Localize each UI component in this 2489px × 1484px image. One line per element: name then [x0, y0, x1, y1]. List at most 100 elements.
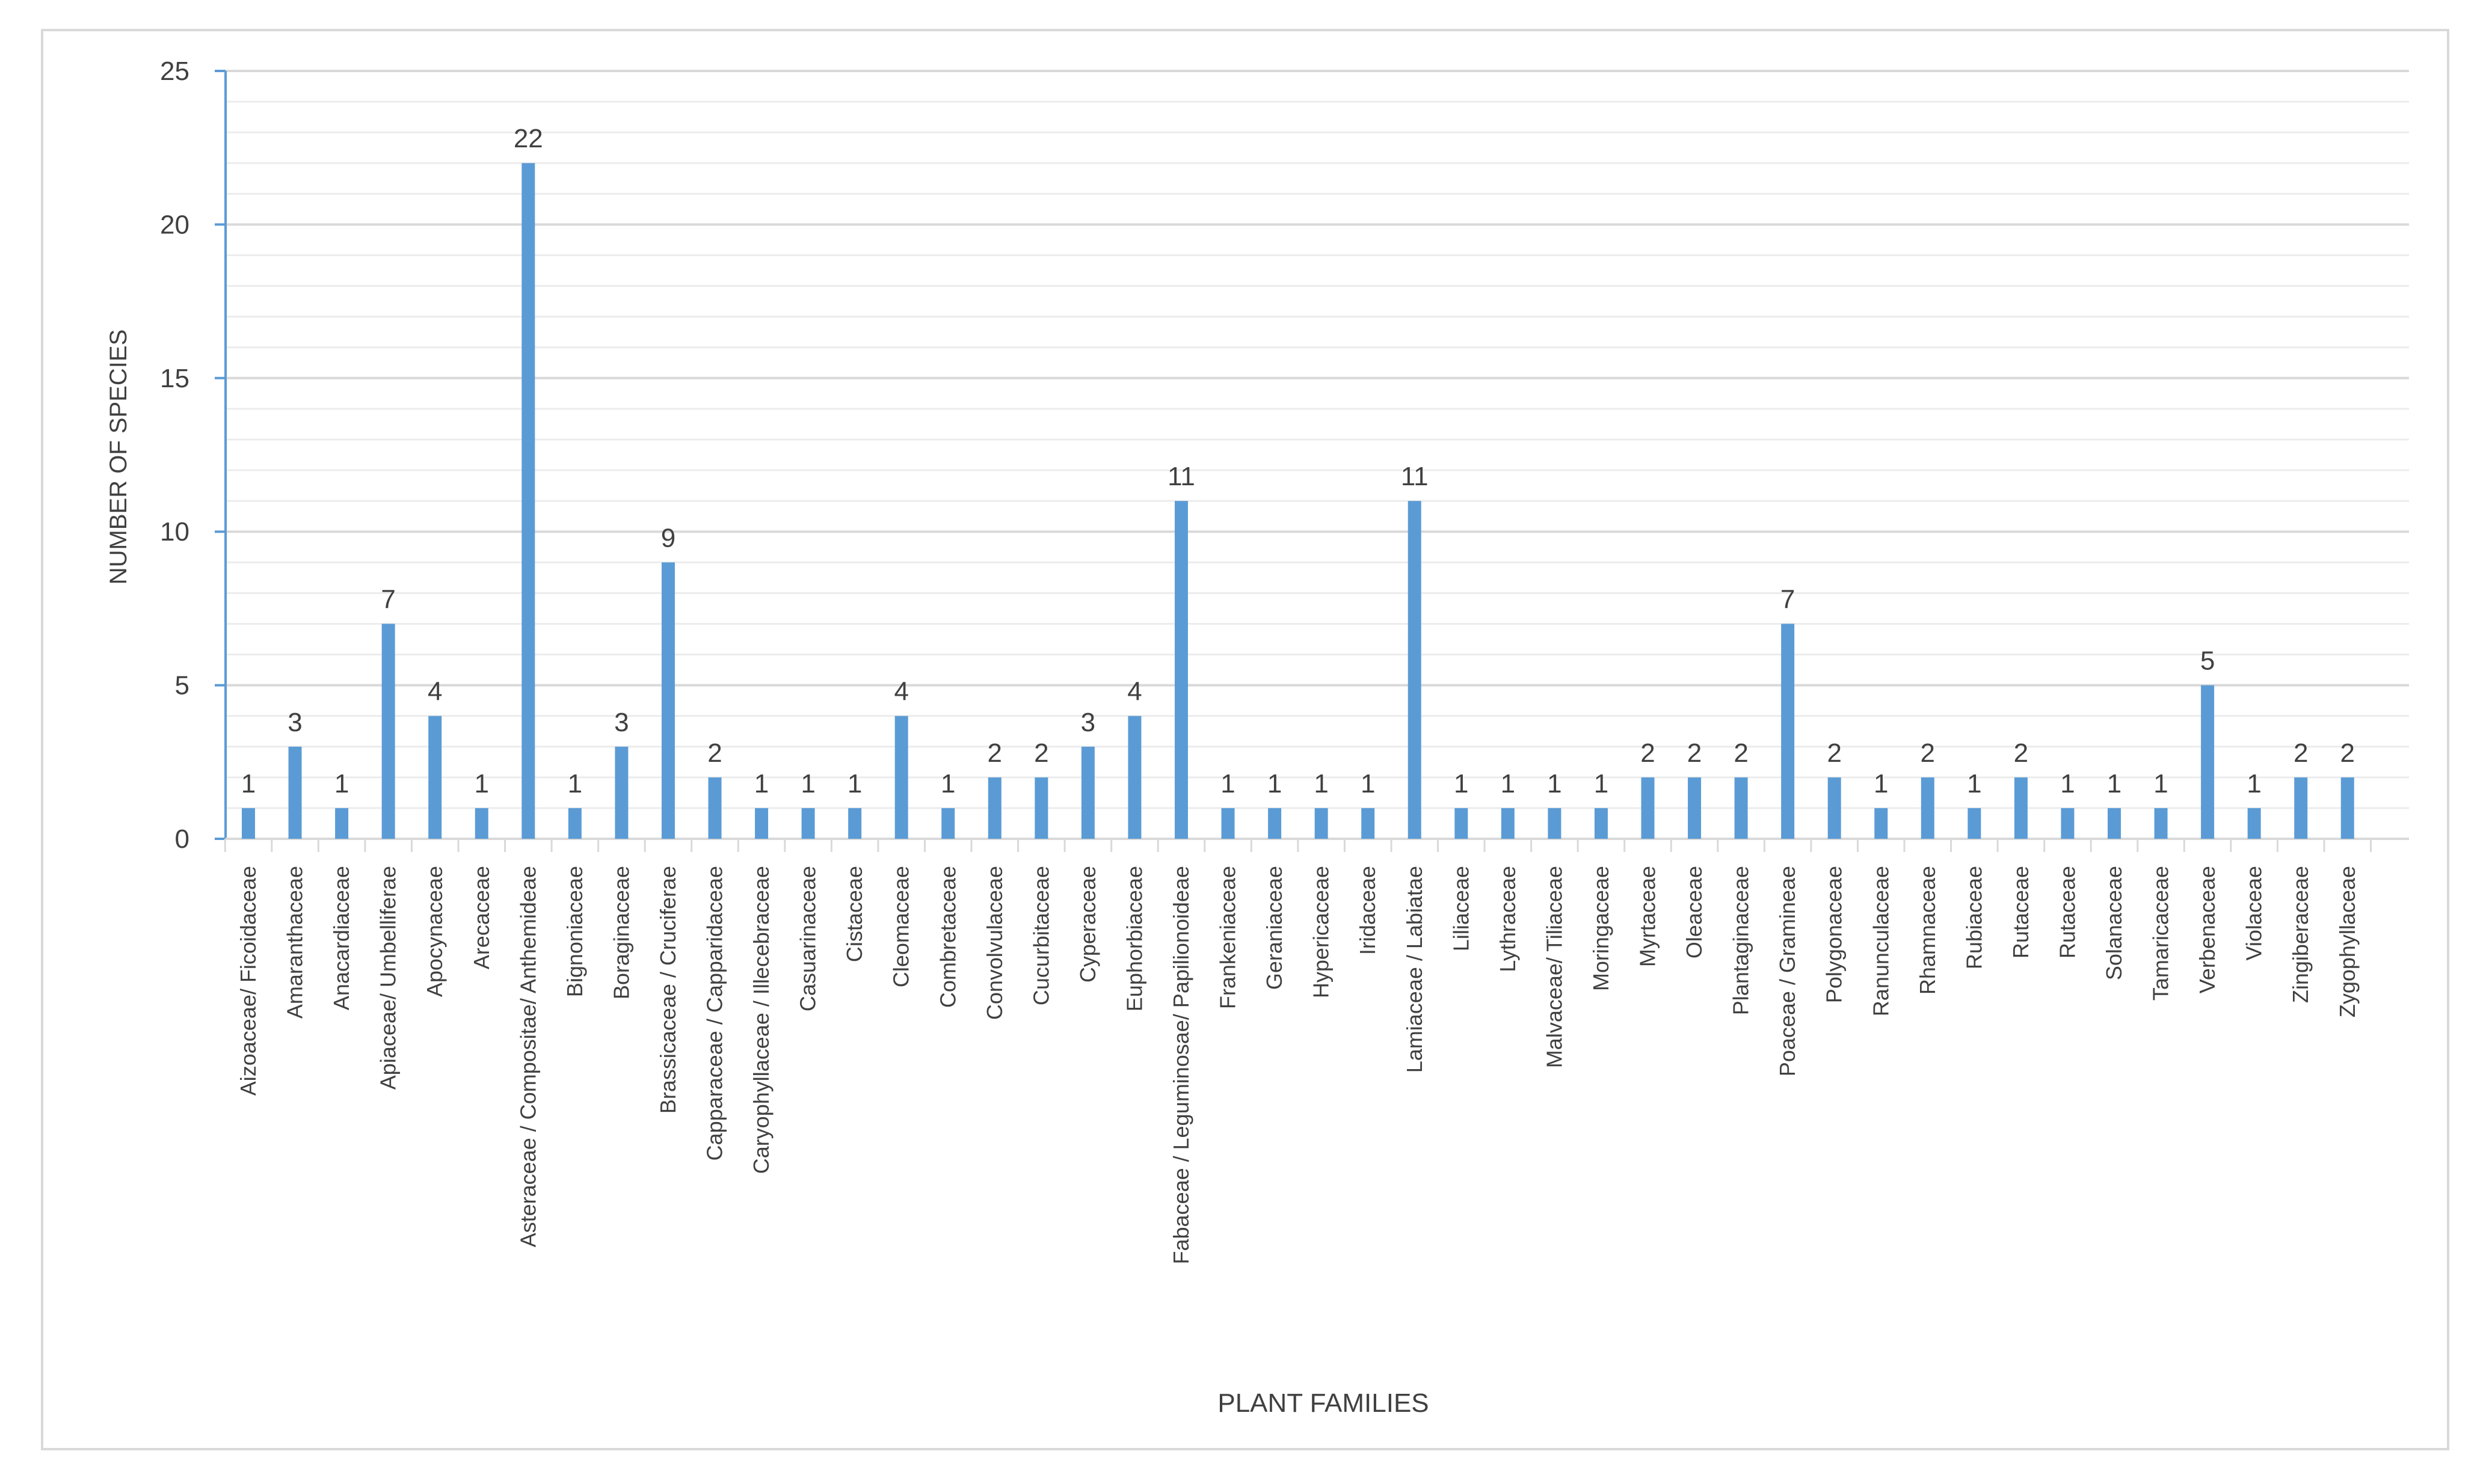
- bar: [1128, 716, 1142, 839]
- x-tick-label: Lamiaceae / Labiatae: [1402, 866, 1427, 1073]
- bar: [1361, 808, 1375, 839]
- data-label: 1: [1547, 769, 1561, 799]
- x-tick-label: Polygonaceae: [1822, 866, 1847, 1003]
- bar: [1734, 777, 1748, 839]
- data-label: 1: [2153, 769, 2168, 799]
- data-label: 2: [1640, 738, 1655, 768]
- bar: [242, 808, 255, 839]
- bar: [2061, 808, 2075, 839]
- data-label: 1: [1967, 769, 1981, 799]
- bar: [661, 562, 675, 839]
- x-tick-label: Amaranthaceae: [283, 866, 307, 1019]
- y-axis-title: NUMBER OF SPECIES: [105, 330, 132, 585]
- x-tick-label: Caryophyllaceae / Illecebraceae: [749, 866, 774, 1174]
- bar: [801, 808, 815, 839]
- y-tick-labels: 0 5 10 15 20 25: [160, 57, 189, 854]
- data-label: 2: [1921, 738, 1935, 768]
- bar: [1175, 501, 1188, 839]
- bar: [1921, 777, 1934, 839]
- x-tick-label: Oleaceae: [1682, 866, 1706, 958]
- x-tick-labels: Aizoaceae/ Ficoidaceae Amaranthaceae Anaca…: [236, 866, 2360, 1264]
- y-tick-label: 15: [160, 364, 189, 393]
- bar: [1548, 808, 1561, 839]
- x-tick-label: Tamaricaceae: [2149, 866, 2173, 1001]
- bar: [708, 777, 722, 839]
- x-tick-label: Rubiaceae: [1961, 866, 1986, 969]
- data-label: 4: [1127, 677, 1142, 707]
- x-tick-label: Brassicaceae / Cruciferae: [656, 866, 680, 1114]
- data-label: 1: [2107, 769, 2121, 799]
- x-tick-label: Aizoaceae/ Ficoidaceae: [236, 866, 260, 1096]
- data-label: 1: [568, 769, 582, 799]
- x-tick-label: Asteraceae / Compositae/ Anthemideae: [515, 866, 540, 1247]
- data-label: 2: [2294, 738, 2308, 768]
- x-tick-label: Zygophyllaceae: [2335, 866, 2360, 1017]
- data-label: 1: [241, 769, 256, 799]
- bar: [1968, 808, 1981, 839]
- data-label: 7: [381, 584, 395, 614]
- bar: [381, 624, 395, 839]
- data-label: 1: [1454, 769, 1468, 799]
- x-tick-label: Hypericaceae: [1309, 866, 1334, 998]
- x-tick-label: Poaceae / Gramineae: [1775, 866, 1800, 1076]
- data-label: 2: [1687, 738, 1702, 768]
- bar: [568, 808, 582, 839]
- bar: [2294, 777, 2308, 839]
- x-tick-label: Apocynaceae: [422, 866, 447, 997]
- y-tick-label: 5: [175, 671, 189, 701]
- x-tick-label: Cucurbitaceae: [1029, 866, 1053, 1005]
- x-tick-label: Rutaceae: [2008, 866, 2033, 958]
- x-tick-label: Zingiberaceae: [2288, 866, 2313, 1003]
- y-tick-label: 25: [160, 57, 189, 86]
- data-label: 1: [1220, 769, 1235, 799]
- x-tick-label: Frankeniaceae: [1216, 866, 1240, 1009]
- x-tick-label: Moringaceae: [1589, 866, 1613, 991]
- x-tick-label: Liliaceae: [1448, 866, 1473, 951]
- bar: [894, 716, 908, 839]
- x-tick-label: Malvaceae/ Tiliaceae: [1542, 866, 1566, 1068]
- data-label: 5: [2200, 646, 2215, 676]
- bar: [1268, 808, 1282, 839]
- data-label: 9: [661, 523, 675, 553]
- bar: [1454, 808, 1468, 839]
- bar: [1688, 777, 1702, 839]
- data-label: 4: [894, 677, 908, 707]
- data-label: 1: [754, 769, 769, 799]
- bar: [755, 808, 769, 839]
- data-label: 2: [988, 738, 1002, 768]
- x-tick-label: Boraginaceae: [609, 866, 633, 999]
- bar: [521, 163, 535, 839]
- x-tick-label: Anacardiaceae: [329, 866, 354, 1010]
- x-tick-label: Euphorbiaceae: [1122, 866, 1146, 1011]
- bar: [1314, 808, 1328, 839]
- bar: [2108, 808, 2121, 839]
- x-tick-label: Bignoniaceae: [562, 866, 587, 997]
- bar: [2154, 808, 2168, 839]
- x-tick-label: Myrtaceae: [1635, 866, 1660, 967]
- data-label: 1: [2247, 769, 2261, 799]
- x-tick-label: Rutaceae: [2055, 866, 2079, 958]
- x-tick-label: Apiaceae/ Umbelliferae: [376, 866, 401, 1090]
- bar: [1081, 746, 1095, 839]
- data-label: 2: [1734, 738, 1748, 768]
- gridlines: [226, 70, 2409, 809]
- data-label: 1: [1314, 769, 1328, 799]
- data-label: 22: [514, 124, 543, 153]
- x-tick-label: Geraniaceae: [1262, 866, 1287, 990]
- bars: [242, 163, 2354, 839]
- x-tick-label: Convolvulaceae: [982, 866, 1007, 1020]
- x-tick-label: Cistaceae: [842, 866, 867, 962]
- x-tick-label: Combretaceae: [935, 866, 960, 1008]
- x-tick-label: Solanaceae: [2102, 866, 2126, 980]
- bar: [1221, 808, 1235, 839]
- bar: [1035, 777, 1048, 839]
- bar: [2014, 777, 2028, 839]
- data-label: 1: [1501, 769, 1515, 799]
- bar: [1408, 501, 1421, 839]
- data-label: 1: [2060, 769, 2075, 799]
- x-tick-label: Iridaceae: [1355, 866, 1380, 955]
- bar: [1501, 808, 1515, 839]
- data-label: 2: [1827, 738, 1841, 768]
